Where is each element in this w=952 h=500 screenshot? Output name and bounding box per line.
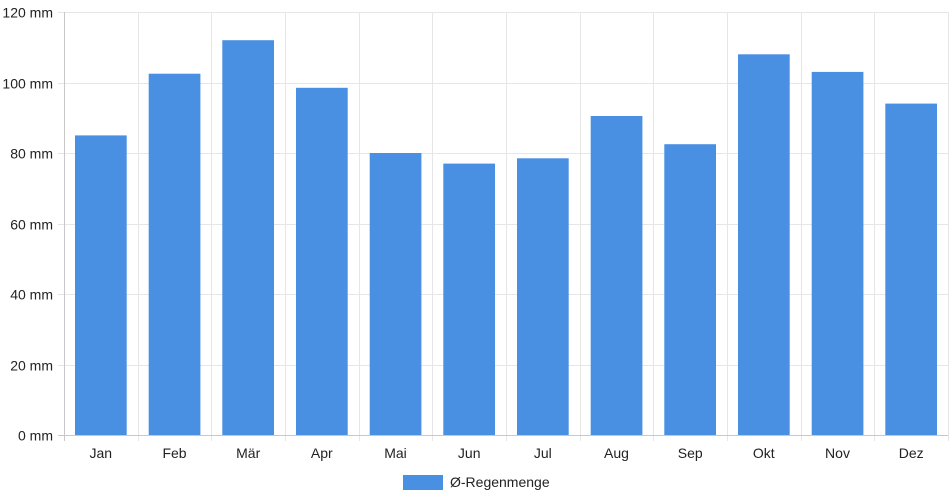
bar-5[interactable] xyxy=(443,163,495,435)
x-tick-label: Feb xyxy=(162,445,186,461)
y-tick-label: 100 mm xyxy=(2,76,53,92)
x-tick-label: Jun xyxy=(458,445,481,461)
x-tick-labels: Jan Feb Mär Apr Mai Jun Jul Aug Sep Okt Nov Dez xyxy=(90,445,924,461)
bar-10[interactable] xyxy=(811,71,864,436)
bar-11[interactable] xyxy=(885,103,937,435)
x-tick-label: Mär xyxy=(236,445,260,461)
x-tick-label: Sep xyxy=(678,445,703,461)
bar-3[interactable] xyxy=(296,87,348,436)
x-tick-label: Jan xyxy=(90,445,113,461)
bar-8[interactable] xyxy=(664,144,716,435)
y-tick-label: 60 mm xyxy=(10,217,53,233)
legend-swatch[interactable] xyxy=(403,475,443,490)
bar-2[interactable] xyxy=(222,40,274,435)
legend-label[interactable]: Ø-Regenmenge xyxy=(450,474,550,490)
x-tick-label: Jul xyxy=(534,445,552,461)
y-tick-label: 80 mm xyxy=(10,146,53,162)
bar-4[interactable] xyxy=(369,153,422,435)
y-tick-label: 0 mm xyxy=(18,428,53,444)
x-tick-label: Mai xyxy=(384,445,407,461)
y-tick-label: 20 mm xyxy=(10,358,53,374)
x-tick-label: Okt xyxy=(753,445,775,461)
x-tick-label: Apr xyxy=(311,445,333,461)
y-tick-labels: 0 mm 20 mm 40 mm 60 mm 80 mm 100 mm 120 mm xyxy=(2,5,53,444)
bar-6[interactable] xyxy=(517,158,569,436)
bar-0[interactable] xyxy=(75,135,127,435)
axes xyxy=(58,12,948,441)
grid-lines xyxy=(58,12,949,441)
bar-7[interactable] xyxy=(590,116,643,435)
bar-1[interactable] xyxy=(148,73,201,435)
x-tick-label: Nov xyxy=(825,445,850,461)
x-tick-label: Aug xyxy=(604,445,629,461)
y-tick-label: 120 mm xyxy=(2,5,53,21)
bars xyxy=(75,40,937,436)
legend[interactable]: Ø-Regenmenge xyxy=(403,474,550,490)
y-tick-label: 40 mm xyxy=(10,287,53,303)
bar-9[interactable] xyxy=(738,54,790,436)
x-tick-label: Dez xyxy=(899,445,924,461)
